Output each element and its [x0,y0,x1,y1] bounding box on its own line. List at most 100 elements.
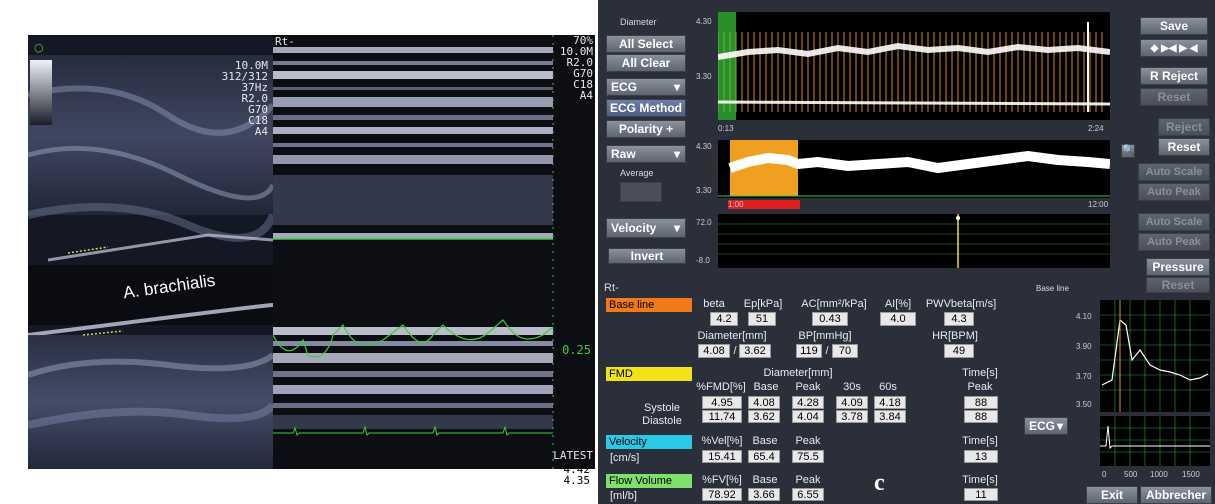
fmd-diastole-time: 88 [964,410,998,423]
mmode-latest: LATEST [553,450,593,461]
flow-col-base: Base [752,474,778,486]
panel-letter-b: b [288,470,302,496]
average-label: Average [620,168,654,178]
velocity-header: Velocity [606,435,692,449]
velocity-trace-plot[interactable] [718,214,1110,268]
reset-button-1[interactable]: Reset [1140,88,1208,106]
r-reject-button[interactable]: R Reject [1140,67,1208,85]
velocity-peak-value: 75.5 [792,450,824,463]
all-select-button[interactable]: All Select [606,35,686,53]
ep-label: Ep[kPa] [743,298,783,310]
invert-button[interactable]: Invert [608,248,686,264]
setting-a: A4 [254,125,268,138]
chevron-down-icon: ▾ [673,80,680,94]
raw-select[interactable]: Raw ▾ [606,145,686,163]
flow-base-value: 3.66 [748,488,780,501]
abbrecher-button[interactable]: Abbrecher [1140,486,1212,504]
mmode-latest-values: 4.42 4.35 [548,464,591,487]
setting-depth: 10.0M [234,59,268,72]
panel-letter-a: a [32,470,44,496]
auto-peak-button-1[interactable]: Auto Peak [1138,183,1210,201]
bp-systole: 119 [796,344,822,358]
velocity-select[interactable]: Velocity ▾ [606,218,686,238]
bp-diastole: 70 [832,344,858,358]
fmd-systole-fmd: 4.95 [702,396,742,409]
flow-header: Flow Volume [606,474,692,488]
setting-r: R2.0 [566,56,594,69]
mmode-image [273,35,595,469]
raw-select-label: Raw [611,147,636,161]
flow-time-value: 11 [964,488,998,501]
diameter-trace-plot[interactable] [717,12,1111,120]
plot3-y-top: 72.0 [696,218,712,227]
mini-y-tick-3: 3.70 [1076,372,1092,381]
mini-x-tick-2: 500 [1124,470,1138,479]
svg-text:○: ○ [34,41,44,54]
velocity-col-peak: Peak [795,435,821,447]
all-clear-button[interactable]: All Clear [606,54,686,72]
panel-letter-c: c [874,470,885,496]
reset-button-3[interactable]: Reset [1146,277,1210,293]
setting-gain: 70% [573,35,593,47]
baseline-small-label: Base line [1036,284,1069,293]
reject-button[interactable]: Reject [1158,118,1210,136]
pwv-value: 4.3 [944,312,974,326]
raw-trace-plot[interactable] [718,140,1111,198]
fmd-diastole-peak: 4.04 [792,410,824,423]
fmd-analysis-panel: Diameter All Select All Clear ECG ▾ ECG M… [598,0,1215,504]
raw-trace [718,140,1111,197]
setting-g: G70 [248,103,268,116]
auto-scale-button-2[interactable]: Auto Scale [1138,213,1210,231]
baseline-header: Base line [606,298,692,312]
mmode-scale-value: 0.25 [562,343,591,357]
fmd-header: FMD [606,367,692,381]
diameter-separator: / [733,345,737,357]
reset-button-2[interactable]: Reset [1158,138,1210,156]
bp-separator: / [825,345,829,357]
pressure-button[interactable]: Pressure [1146,258,1210,276]
setting-c: C18 [573,78,593,91]
mini-diameter-plot [1100,300,1210,412]
mini-x-tick-4: 1500 [1182,470,1200,479]
velocity-col-pct: %Vel[%] [701,435,743,447]
setting-a: A4 [579,89,593,102]
fmd-row-diastole: Diastole [642,415,682,427]
chevron-down-icon: ▾ [673,147,680,161]
selection-bar[interactable] [728,200,800,209]
plot2-y-bottom: 3.30 [696,186,712,195]
fmd-systole-base: 4.08 [748,396,780,409]
polarity-button[interactable]: Polarity + [606,120,686,138]
zoom-icon[interactable]: 🔍 [1121,144,1135,158]
rt-marker: Rt- [604,282,619,294]
velocity-trace [718,214,1110,268]
fmd-col-base: Base [753,381,779,393]
fmd-systole-60s: 4.18 [874,396,906,409]
nav-arrows[interactable]: ◆ ▶◀ ▶ ◀ [1140,39,1208,57]
exit-button[interactable]: Exit [1086,486,1138,504]
mini-ecg-trace [1100,416,1210,466]
plot1-x-right: 2:24 [1088,124,1104,133]
ecg-side-label: ECG [1029,419,1056,433]
ecg-select[interactable]: ECG ▾ [606,78,686,96]
velocity-col-time: Time[s] [962,435,998,447]
plot2-y-top: 4.30 [696,142,712,151]
fmd-systole-peak: 4.28 [792,396,824,409]
fmd-diastole-base: 3.62 [748,410,780,423]
save-button[interactable]: Save [1140,17,1208,35]
ecg-method-button[interactable]: ECG Method [606,99,686,117]
mmode-marker: Rt- [275,35,295,48]
diameter-trace [717,12,1111,120]
velocity-base-value: 65.4 [748,450,780,463]
plot2-x-right: 12:00 [1088,200,1109,209]
plot3-y-bottom: -8.0 [696,256,710,265]
ecg-side-select[interactable]: ECG ▾ [1024,417,1068,435]
mini-y-tick-1: 4.10 [1076,312,1092,321]
ecg-select-label: ECG [611,80,638,94]
auto-peak-button-2[interactable]: Auto Peak [1138,233,1210,251]
velocity-col-base: Base [752,435,778,447]
latest-value-2: 4.35 [563,474,591,487]
beta-label: beta [703,298,725,310]
auto-scale-button-1[interactable]: Auto Scale [1138,163,1210,181]
velocity-time-value: 13 [964,450,998,463]
average-stepper[interactable] [620,182,662,202]
